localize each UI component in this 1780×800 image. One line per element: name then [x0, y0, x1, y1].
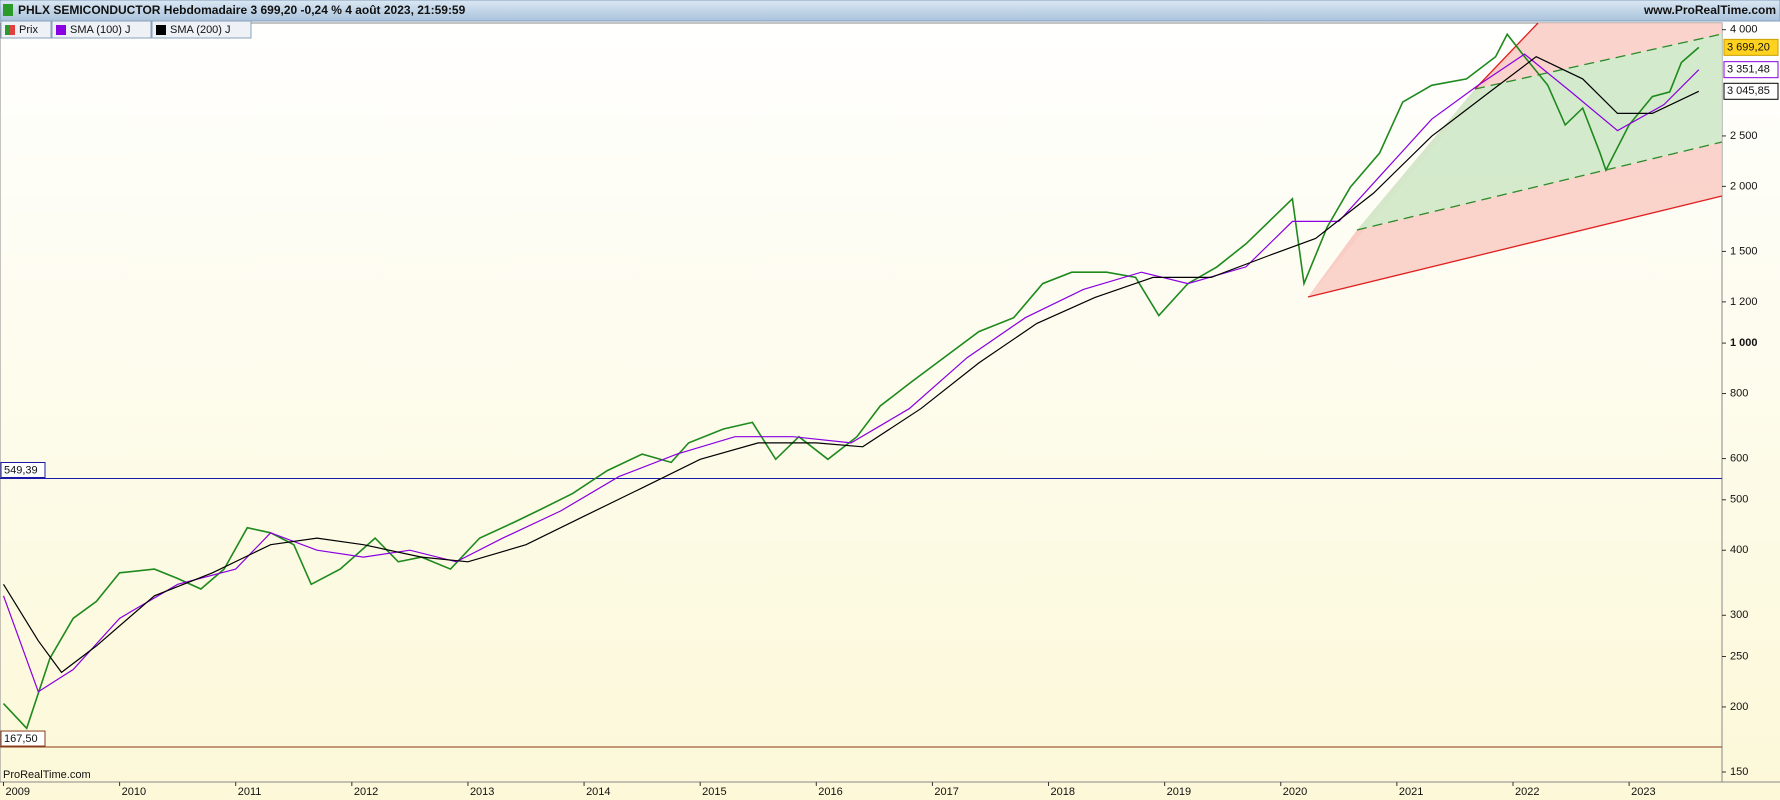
level-label-box	[0, 461, 46, 478]
x-tick-label: 2016	[818, 786, 842, 798]
legend-swatch	[56, 25, 66, 35]
green-zone	[1357, 34, 1722, 230]
channel-line	[1356, 141, 1723, 231]
price-tag-label: 3 699,20	[1727, 41, 1770, 53]
price-tag-label: 3 045,85	[1727, 85, 1770, 97]
x-tick-label: 2011	[238, 786, 262, 798]
y-tick-label: 150	[1730, 766, 1748, 778]
y-tick-label: 500	[1730, 494, 1748, 506]
price-tag	[1723, 82, 1779, 100]
y-tick-label: 4 000	[1730, 24, 1758, 36]
channel-line	[1474, 22, 1539, 90]
y-tick-label: 2 500	[1730, 130, 1758, 142]
y-tick-label: 1 000	[1730, 337, 1758, 349]
header-bar	[0, 0, 1780, 22]
y-tick-label: 1 200	[1730, 296, 1758, 308]
y-tick-label: 2 000	[1730, 180, 1758, 192]
channel-line	[1307, 195, 1723, 298]
legend-box	[151, 20, 252, 39]
x-tick-label: 2021	[1399, 786, 1423, 798]
x-tick-label: 2023	[1631, 786, 1655, 798]
x-tick-label: 2020	[1283, 786, 1307, 798]
legend-label: SMA (100) J	[70, 24, 131, 36]
y-tick-label: 300	[1730, 609, 1748, 621]
legend-label: SMA (200) J	[170, 24, 231, 36]
y-tick-label: 250	[1730, 650, 1748, 662]
x-tick-label: 2017	[934, 786, 958, 798]
series-line	[2, 53, 1700, 693]
header-title: PHLX SEMICONDUCTOR Hebdomadaire 3 699,20…	[18, 3, 466, 17]
x-tick-label: 2014	[586, 786, 610, 798]
legend-label: Prix	[19, 24, 38, 36]
level-label: 167,50	[4, 733, 38, 745]
y-tick-label: 400	[1730, 544, 1748, 556]
header-icon	[3, 4, 13, 16]
x-tick-label: 2022	[1515, 786, 1539, 798]
legend-box	[51, 20, 152, 39]
x-tick-label: 2009	[5, 786, 29, 798]
series-line	[2, 56, 1700, 674]
x-tick-label: 2019	[1167, 786, 1191, 798]
red-zone	[1308, 142, 1722, 297]
channel-drawings	[1307, 22, 1723, 298]
y-tick-label: 600	[1730, 452, 1748, 464]
legend-swatch	[156, 25, 166, 35]
legend-swatch	[10, 25, 15, 35]
x-tick-label: 2015	[702, 786, 726, 798]
x-tick-label: 2010	[122, 786, 146, 798]
x-tick-label: 2012	[354, 786, 378, 798]
y-tick-label: 1 500	[1730, 245, 1758, 257]
level-label-box	[0, 730, 46, 747]
price-tag	[1723, 38, 1779, 56]
price-tag-label: 3 351,48	[1727, 64, 1770, 76]
site-link[interactable]: www.ProRealTime.com	[1643, 3, 1776, 17]
channel-line	[1474, 33, 1723, 90]
y-tick-label: 800	[1730, 387, 1748, 399]
legend-swatch	[5, 25, 10, 35]
level-label: 549,39	[4, 464, 38, 476]
price-tag	[1723, 61, 1779, 79]
x-tick-label: 2018	[1051, 786, 1075, 798]
watermark: ProRealTime.com	[3, 769, 91, 781]
y-tick-label: 200	[1730, 701, 1748, 713]
x-tick-label: 2013	[470, 786, 494, 798]
